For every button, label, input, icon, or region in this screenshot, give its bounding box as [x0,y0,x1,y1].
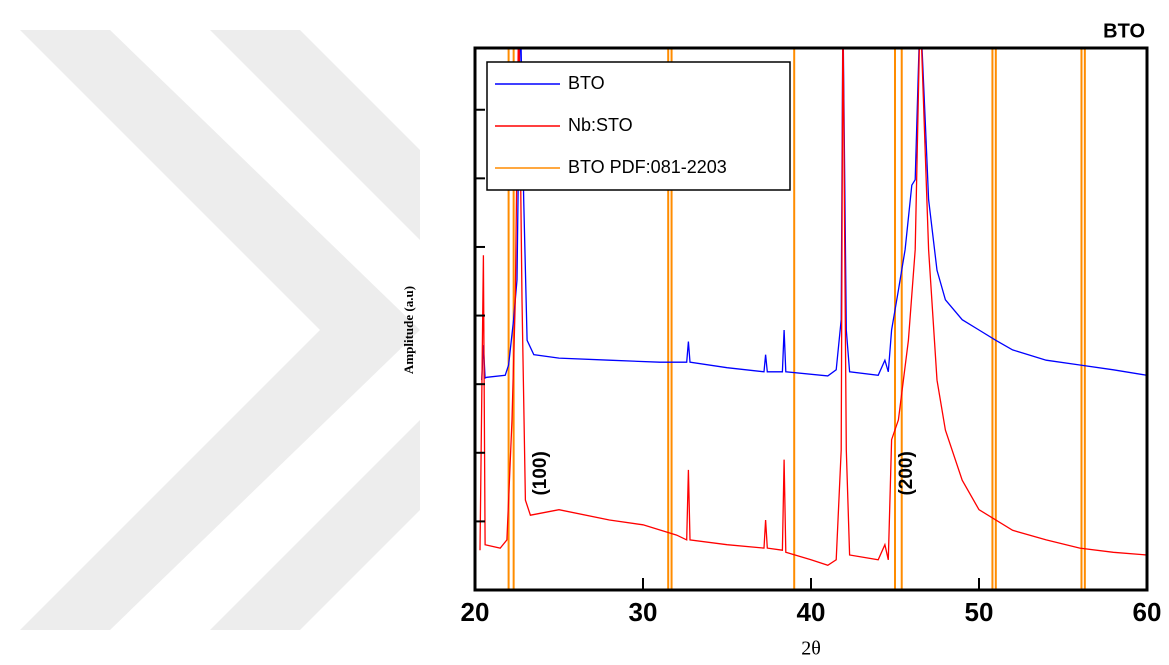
chart-title: BTO [1103,20,1145,42]
x-tick-label: 40 [797,597,826,627]
watermark [20,30,420,630]
x-tick-label: 60 [1133,597,1162,627]
x-tick-label: 20 [461,597,490,627]
x-axis-label: 2θ [801,638,821,660]
x-tick-label: 30 [629,597,658,627]
y-axis-label: Amplitude (a.u) [401,286,416,374]
legend-label: BTO PDF:081-2203 [568,157,727,177]
legend-label: Nb:STO [568,115,633,135]
x-tick-label: 50 [965,597,994,627]
legend: BTO Nb:STO BTO PDF:081-2203 [486,61,791,191]
legend-label: BTO [568,73,605,93]
annotation: (200) [896,451,917,495]
annotation: (100) [530,451,551,495]
